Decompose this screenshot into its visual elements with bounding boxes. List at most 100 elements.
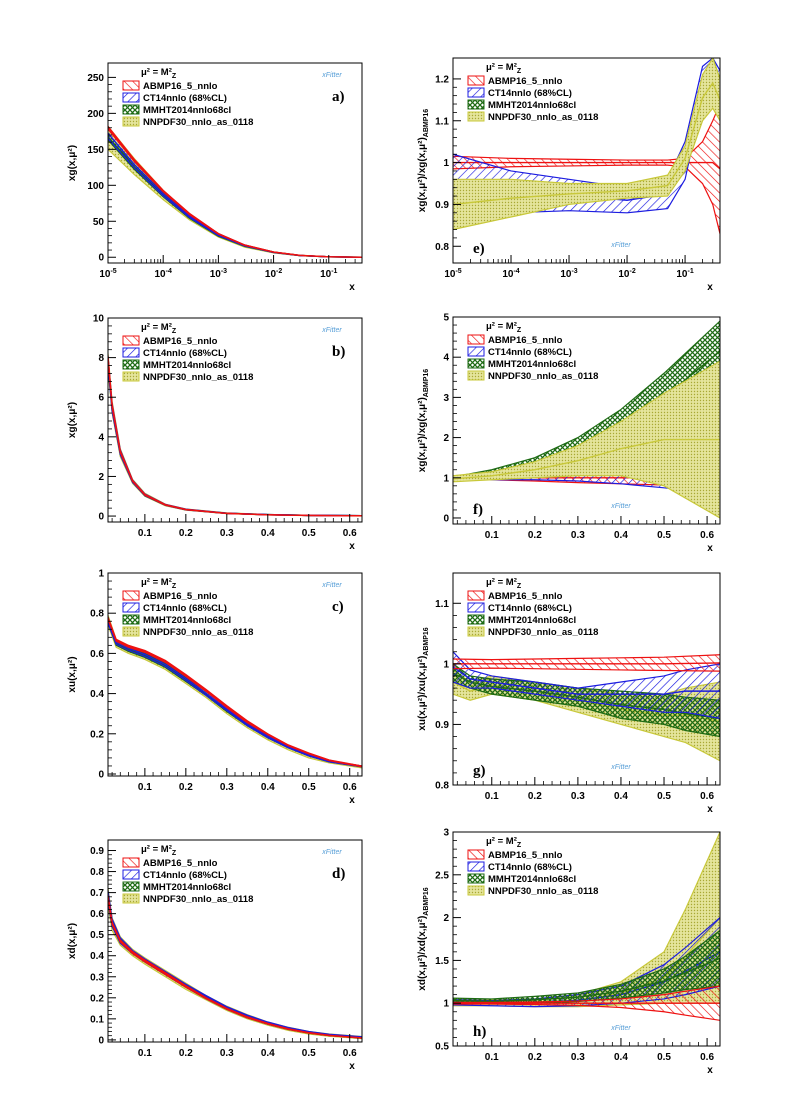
xtick-label-f-4: 0.5 xyxy=(657,530,671,541)
legend-label-e-ct14nnlo-68-cl: CT14nnlo (68%CL) xyxy=(488,88,572,99)
xtick-label-g-4: 0.5 xyxy=(657,791,671,802)
legend-swatch-a-ct14nnlo-68-cl xyxy=(122,92,140,103)
xtick-label-g-2: 0.3 xyxy=(571,791,585,802)
ytick-label-e-4: 1.2 xyxy=(435,74,449,85)
legend-label-c-abmp16-5-nnlo: ABMP16_5_nnlo xyxy=(143,591,218,602)
bands-f xyxy=(453,320,720,519)
legend-title-f: μ² = M²Z xyxy=(486,321,522,334)
legend-swatch-f-ct14nnlo-68-cl xyxy=(467,346,485,357)
central-line-d-nnpdf30-nnlo-as-0118 xyxy=(108,896,362,1039)
legend-label-d-mmht2014nnlo68cl: MMHT2014nnlo68cl xyxy=(143,882,231,893)
xaxis-title-c: x xyxy=(349,795,355,806)
xtick-label-g-3: 0.4 xyxy=(614,791,628,802)
ytick-label-c-1: 0.2 xyxy=(90,729,104,740)
legend-swatch-d-abmp16-5-nnlo xyxy=(122,857,140,868)
legend-label-e-mmht2014nnlo68cl: MMHT2014nnlo68cl xyxy=(488,100,576,111)
band-h-mmht2014nnlo68cl xyxy=(453,930,720,1005)
bands-e xyxy=(453,58,720,234)
upper-line-e-nnpdf30-nnlo-as-0118 xyxy=(453,58,720,185)
ytick-label-f-1: 1 xyxy=(443,473,449,484)
legend-swatch-d-nnpdf30-nnlo-as-0118 xyxy=(122,893,140,904)
panel-tag-h: h) xyxy=(473,1024,486,1040)
band-g-ct14nnlo-68-cl xyxy=(453,651,720,719)
ytick-label-g-3: 1.1 xyxy=(435,599,449,610)
xaxis-title-b: x xyxy=(349,541,355,552)
xtick-label-d-0: 0.1 xyxy=(138,1048,152,1059)
legend-label-e-abmp16-5-nnlo: ABMP16_5_nnlo xyxy=(488,76,563,87)
band-c-abmp16-5-nnlo xyxy=(108,617,362,767)
panel-a: 0 50 100 150 200 250 10-5 10-4 10-3 10-2 10-1 x xg(x… xyxy=(67,62,363,293)
ytick-label-c-5: 1 xyxy=(98,569,104,580)
upper-line-c-abmp16-5-nnlo xyxy=(108,617,362,767)
upper-line-a-mmht2014nnlo68cl xyxy=(108,133,362,258)
xtick-label-h-1: 0.2 xyxy=(528,1052,542,1063)
legend-label-b-nnpdf30-nnlo-as-0118: NNPDF30_nnlo_as_0118 xyxy=(143,372,253,383)
panel-c: 0 0.2 0.4 0.6 0.8 1 0.1 0.2 0.3 0.4 0.5 0.6 x xu(x,μ²… xyxy=(67,569,363,806)
ytick-label-a-3: 150 xyxy=(87,145,104,156)
legend-swatch-f-abmp16-5-nnlo xyxy=(467,334,485,345)
xtick-label-d-3: 0.4 xyxy=(261,1048,275,1059)
xtick-label-b-0: 0.1 xyxy=(138,528,152,539)
legend-swatch-b-mmht2014nnlo68cl xyxy=(122,359,140,370)
xtick-label-b-5: 0.6 xyxy=(343,528,357,539)
ytick-label-h-0: 0.5 xyxy=(435,1042,449,1053)
legend-label-a-mmht2014nnlo68cl: MMHT2014nnlo68cl xyxy=(143,105,231,116)
upper-line-f-nnpdf30-nnlo-as-0118 xyxy=(453,360,720,477)
central-line-a-nnpdf30-nnlo-as-0118 xyxy=(108,137,362,258)
xtick-label-a-0: 10-5 xyxy=(99,268,116,280)
ytick-label-h-3: 2 xyxy=(443,913,449,924)
xtick-label-d-2: 0.3 xyxy=(220,1048,234,1059)
central-line-c-abmp16-5-nnlo xyxy=(108,617,362,768)
lower-line-h-abmp16-5-nnlo xyxy=(453,1003,720,1021)
panel-h: 0.5 1 1.5 2 2.5 3 0.1 0.2 0.3 0.4 0.5 0.6 x xd(x,μ²)/… xyxy=(417,828,721,1076)
ytick-label-h-1: 1 xyxy=(443,999,449,1010)
ytick-label-f-4: 4 xyxy=(443,353,449,364)
yaxis-title-d: xd(x,μ²) xyxy=(67,923,78,959)
xaxis-title-h: x xyxy=(707,1065,713,1076)
upper-line-d-ct14nnlo-68-cl xyxy=(108,890,362,1038)
ytick-label-b-2: 4 xyxy=(98,432,104,443)
legend-swatch-e-nnpdf30-nnlo-as-0118 xyxy=(467,111,485,122)
legend-swatch-c-abmp16-5-nnlo xyxy=(122,590,140,601)
ytick-label-c-2: 0.4 xyxy=(90,689,104,700)
legend-label-a-abmp16-5-nnlo: ABMP16_5_nnlo xyxy=(143,81,218,92)
lower-line-c-ct14nnlo-68-cl xyxy=(108,623,362,768)
legend-swatch-a-mmht2014nnlo68cl xyxy=(122,104,140,115)
central-line-a-mmht2014nnlo68cl xyxy=(108,136,362,258)
ytick-label-b-3: 6 xyxy=(98,393,104,404)
xtick-label-h-2: 0.3 xyxy=(571,1052,585,1063)
upper-line-a-abmp16-5-nnlo xyxy=(108,125,362,258)
ytick-label-d-4: 0.4 xyxy=(90,951,104,962)
yaxis-title-g: xu(x,μ²)/xu(x,μ²)ABMP16 xyxy=(417,627,430,731)
legend-swatch-c-ct14nnlo-68-cl xyxy=(122,602,140,613)
yaxis-title-e: xg(x,μ²)/xg(x,μ²)ABMP16 xyxy=(417,109,430,213)
ytick-label-c-3: 0.6 xyxy=(90,649,104,660)
band-a-ct14nnlo-68-cl xyxy=(108,127,362,258)
legend-label-a-ct14nnlo-68-cl: CT14nnlo (68%CL) xyxy=(143,93,227,104)
legend-label-d-abmp16-5-nnlo: ABMP16_5_nnlo xyxy=(143,858,218,869)
yaxis-title-b: xg(x,μ²) xyxy=(67,402,78,438)
legend-swatch-g-nnpdf30-nnlo-as-0118 xyxy=(467,626,485,637)
upper-line-g-abmp16-5-nnlo xyxy=(453,654,720,661)
xtick-label-a-2: 10-3 xyxy=(210,268,227,280)
xfitter-logo-h: xFitter xyxy=(610,1025,631,1032)
legend-label-d-ct14nnlo-68-cl: CT14nnlo (68%CL) xyxy=(143,870,227,881)
legend-title-g: μ² = M²Z xyxy=(486,577,522,590)
central-line-b-ct14nnlo-68-cl xyxy=(108,360,362,517)
legend-label-f-nnpdf30-nnlo-as-0118: NNPDF30_nnlo_as_0118 xyxy=(488,371,598,382)
ytick-label-b-1: 2 xyxy=(98,472,104,483)
xfitter-logo-f: xFitter xyxy=(610,503,631,510)
panel-tag-d: d) xyxy=(332,866,345,882)
legend-label-e-nnpdf30-nnlo-as-0118: NNPDF30_nnlo_as_0118 xyxy=(488,112,598,123)
xaxis-title-g: x xyxy=(707,804,713,815)
upper-line-c-ct14nnlo-68-cl xyxy=(108,617,362,767)
band-d-abmp16-5-nnlo xyxy=(108,894,362,1039)
legend-swatch-b-abmp16-5-nnlo xyxy=(122,335,140,346)
legend-label-a-nnpdf30-nnlo-as-0118: NNPDF30_nnlo_as_0118 xyxy=(143,117,253,128)
ytick-label-f-2: 2 xyxy=(443,433,449,444)
panel-tag-b: b) xyxy=(332,344,345,360)
band-f-nnpdf30-nnlo-as-0118 xyxy=(453,361,720,518)
legend-label-c-mmht2014nnlo68cl: MMHT2014nnlo68cl xyxy=(143,615,231,626)
legend-swatch-f-mmht2014nnlo68cl xyxy=(467,358,485,369)
xtick-label-f-3: 0.4 xyxy=(614,530,628,541)
